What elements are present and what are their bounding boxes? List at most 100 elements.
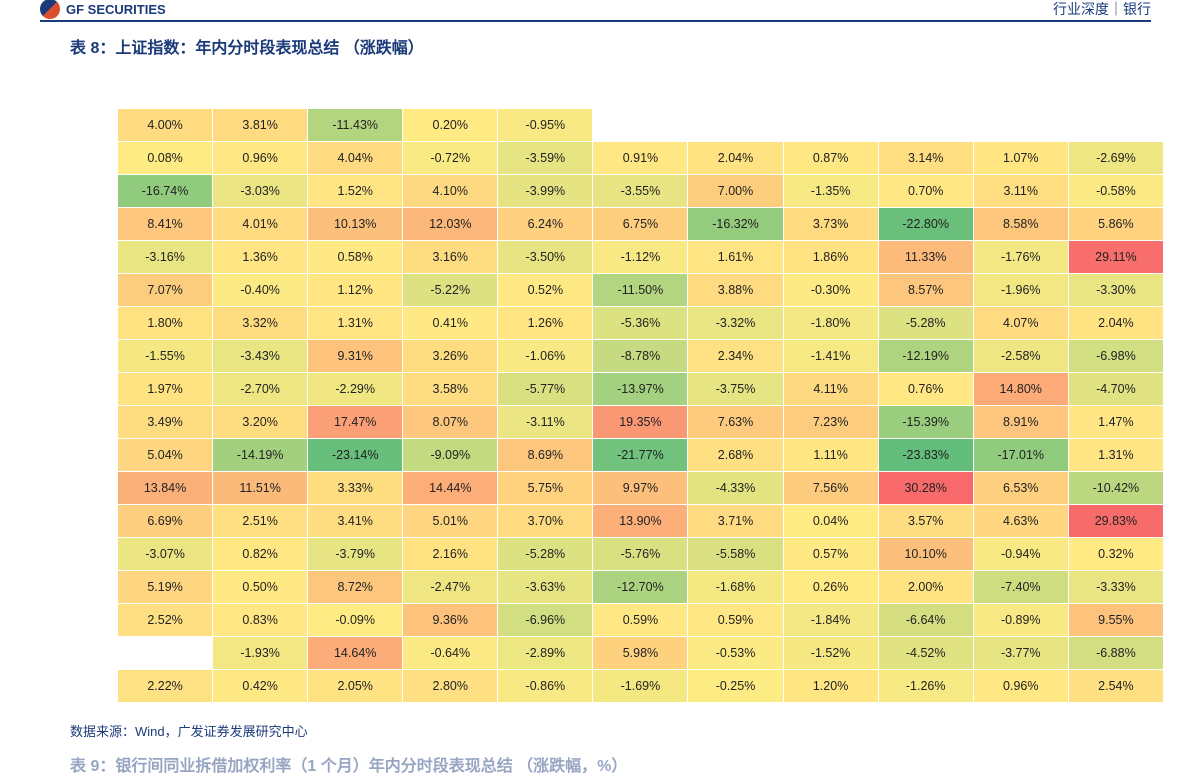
- heatmap-cell: -1.84%: [783, 604, 878, 637]
- heatmap-cell: 2.68%: [688, 439, 783, 472]
- heatmap-cell: 1.80%: [118, 307, 213, 340]
- heatmap-cell: 14.80%: [973, 373, 1068, 406]
- heatmap-cell: -4.33%: [688, 472, 783, 505]
- heatmap-cell: 8.41%: [118, 208, 213, 241]
- table-row: 2.52%0.83%-0.09%9.36%-6.96%0.59%0.59%-1.…: [118, 604, 1164, 637]
- heatmap-cell: 2.16%: [403, 538, 498, 571]
- heatmap-cell: 3.32%: [213, 307, 308, 340]
- heatmap-cell: 0.58%: [308, 241, 403, 274]
- heatmap-cell: [593, 109, 688, 142]
- header-divider: [40, 20, 1151, 22]
- heatmap-cell: -22.80%: [878, 208, 973, 241]
- header-category: 行业深度｜银行: [1053, 0, 1151, 19]
- heatmap-cell: 11.33%: [878, 241, 973, 274]
- heatmap-cell: 0.70%: [878, 175, 973, 208]
- heatmap-cell: 5.01%: [403, 505, 498, 538]
- table-row: 1.97%-2.70%-2.29%3.58%-5.77%-13.97%-3.75…: [118, 373, 1164, 406]
- heatmap-cell: 30.28%: [878, 472, 973, 505]
- heatmap-cell: -5.28%: [878, 307, 973, 340]
- heatmap-cell: -3.16%: [118, 241, 213, 274]
- logo-icon: [40, 0, 60, 19]
- heatmap-cell: -2.70%: [213, 373, 308, 406]
- heatmap-cell: 2.00%: [878, 571, 973, 604]
- heatmap-cell: 2.54%: [1068, 670, 1163, 703]
- heatmap-cell: 1.36%: [213, 241, 308, 274]
- heatmap-cell: -1.68%: [688, 571, 783, 604]
- heatmap-cell: -3.11%: [498, 406, 593, 439]
- heatmap-cell: -0.64%: [403, 637, 498, 670]
- heatmap-cell: -1.55%: [118, 340, 213, 373]
- heatmap-cell: 9.36%: [403, 604, 498, 637]
- heatmap-cell: -9.09%: [403, 439, 498, 472]
- heatmap-cell: -23.83%: [878, 439, 973, 472]
- heatmap-cell: -1.96%: [973, 274, 1068, 307]
- heatmap-cell: 1.31%: [308, 307, 403, 340]
- heatmap-cell: 13.90%: [593, 505, 688, 538]
- table-row: 1.80%3.32%1.31%0.41%1.26%-5.36%-3.32%-1.…: [118, 307, 1164, 340]
- heatmap-cell: -3.07%: [118, 538, 213, 571]
- heatmap-cell: 9.97%: [593, 472, 688, 505]
- heatmap-table: 4.00%3.81%-11.43%0.20%-0.95%0.08%0.96%4.…: [117, 108, 1164, 703]
- heatmap-cell: 5.86%: [1068, 208, 1163, 241]
- heatmap-cell: -0.30%: [783, 274, 878, 307]
- heatmap-cell: [973, 109, 1068, 142]
- heatmap-cell: -1.12%: [593, 241, 688, 274]
- heatmap-cell: 12.03%: [403, 208, 498, 241]
- heatmap-cell: 3.57%: [878, 505, 973, 538]
- heatmap-cell: -5.77%: [498, 373, 593, 406]
- heatmap-cell: 0.82%: [213, 538, 308, 571]
- data-source: 数据来源：Wind，广发证券发展研究中心: [70, 721, 1191, 740]
- heatmap-cell: 0.08%: [118, 142, 213, 175]
- heatmap-cell: -6.64%: [878, 604, 973, 637]
- heatmap-cell: 0.57%: [783, 538, 878, 571]
- heatmap-cell: 3.11%: [973, 175, 1068, 208]
- heatmap-cell: 0.59%: [593, 604, 688, 637]
- heatmap-cell: 2.05%: [308, 670, 403, 703]
- heatmap-cell: 8.58%: [973, 208, 1068, 241]
- heatmap-cell: [688, 109, 783, 142]
- heatmap-cell: 0.42%: [213, 670, 308, 703]
- heatmap-cell: -3.03%: [213, 175, 308, 208]
- heatmap-table-container: 4.00%3.81%-11.43%0.20%-0.95%0.08%0.96%4.…: [117, 108, 1164, 703]
- heatmap-cell: -21.77%: [593, 439, 688, 472]
- heatmap-cell: 1.52%: [308, 175, 403, 208]
- heatmap-cell: [118, 637, 213, 670]
- heatmap-cell: 29.11%: [1068, 241, 1163, 274]
- heatmap-cell: -7.40%: [973, 571, 1068, 604]
- heatmap-cell: 3.14%: [878, 142, 973, 175]
- heatmap-cell: -13.97%: [593, 373, 688, 406]
- table-row: 0.08%0.96%4.04%-0.72%-3.59%0.91%2.04%0.8…: [118, 142, 1164, 175]
- heatmap-cell: 3.88%: [688, 274, 783, 307]
- heatmap-cell: 1.11%: [783, 439, 878, 472]
- logo-text: GF SECURITIES: [66, 2, 166, 17]
- heatmap-cell: 6.75%: [593, 208, 688, 241]
- heatmap-cell: -1.26%: [878, 670, 973, 703]
- heatmap-cell: 3.41%: [308, 505, 403, 538]
- heatmap-cell: 11.51%: [213, 472, 308, 505]
- heatmap-cell: -8.78%: [593, 340, 688, 373]
- heatmap-cell: 10.13%: [308, 208, 403, 241]
- heatmap-cell: -14.19%: [213, 439, 308, 472]
- heatmap-cell: -11.50%: [593, 274, 688, 307]
- table-row: -3.16%1.36%0.58%3.16%-3.50%-1.12%1.61%1.…: [118, 241, 1164, 274]
- heatmap-cell: 0.52%: [498, 274, 593, 307]
- heatmap-cell: -17.01%: [973, 439, 1068, 472]
- table-row: 5.19%0.50%8.72%-2.47%-3.63%-12.70%-1.68%…: [118, 571, 1164, 604]
- heatmap-cell: -6.98%: [1068, 340, 1163, 373]
- heatmap-cell: 3.71%: [688, 505, 783, 538]
- heatmap-cell: -1.35%: [783, 175, 878, 208]
- heatmap-cell: 2.04%: [688, 142, 783, 175]
- heatmap-cell: -3.75%: [688, 373, 783, 406]
- table-row: 2.22%0.42%2.05%2.80%-0.86%-1.69%-0.25%1.…: [118, 670, 1164, 703]
- heatmap-cell: -1.80%: [783, 307, 878, 340]
- heatmap-cell: 6.53%: [973, 472, 1068, 505]
- heatmap-cell: 4.63%: [973, 505, 1068, 538]
- heatmap-cell: -12.19%: [878, 340, 973, 373]
- heatmap-cell: -6.88%: [1068, 637, 1163, 670]
- heatmap-cell: 1.20%: [783, 670, 878, 703]
- heatmap-cell: 0.50%: [213, 571, 308, 604]
- heatmap-cell: 3.20%: [213, 406, 308, 439]
- heatmap-cell: -4.52%: [878, 637, 973, 670]
- heatmap-cell: -3.79%: [308, 538, 403, 571]
- next-table-title: 表 9：银行间同业拆借加权利率（1 个月）年内分时段表现总结 （涨跌幅，%）: [70, 752, 1191, 776]
